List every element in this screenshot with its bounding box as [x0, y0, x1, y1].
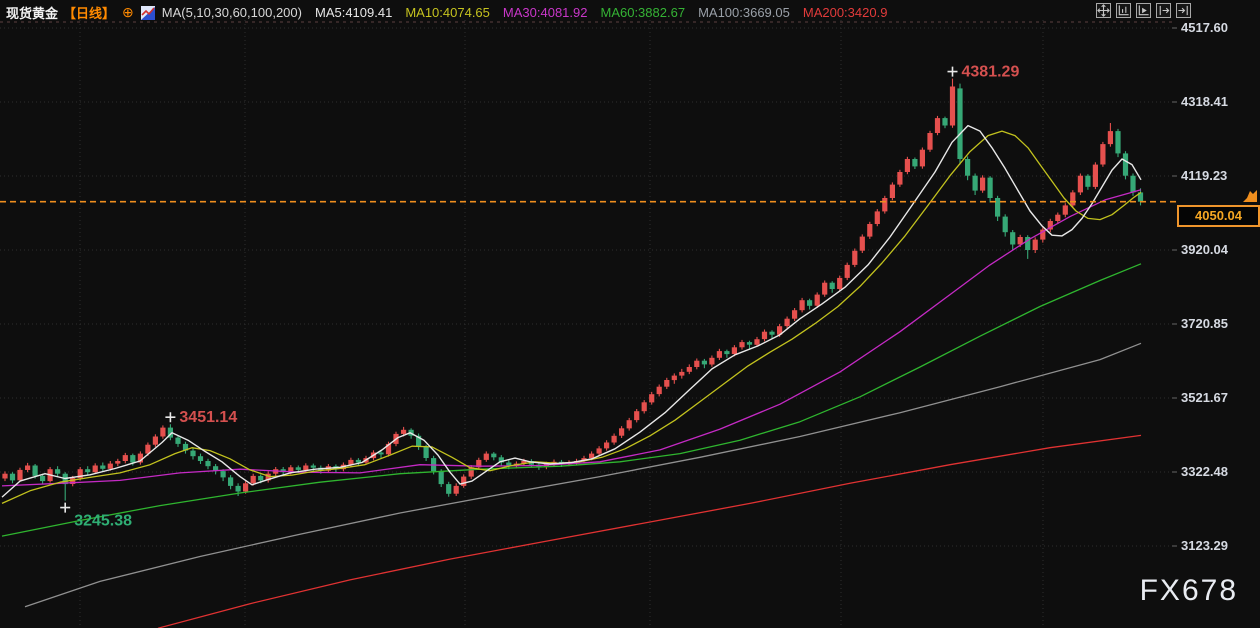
extreme-price-annotation: 3451.14: [179, 409, 237, 426]
ma100-value-label: MA100:3669.05: [698, 5, 790, 20]
y-axis-label: 3720.85: [1181, 316, 1228, 331]
extreme-cross-marker: [947, 66, 958, 77]
last-price-label: 4050.04: [1177, 205, 1260, 227]
ma60-value-label: MA60:3882.67: [600, 5, 686, 20]
axis-scale-icon[interactable]: [1116, 3, 1131, 18]
y-axis-label: 3123.29: [1181, 538, 1228, 553]
watermark: FX678: [1139, 574, 1238, 607]
mini-chart-icon[interactable]: [140, 5, 155, 20]
ma-settings-label[interactable]: MA(5,10,30,60,100,200): [161, 5, 302, 20]
y-axis-label: 3521.67: [1181, 390, 1228, 405]
chart-toolbar: [1096, 3, 1191, 18]
y-axis-label: 4119.23: [1181, 168, 1228, 183]
y-axis-label: 4517.60: [1181, 20, 1228, 35]
add-indicator-icon[interactable]: ⊕: [122, 4, 134, 20]
timeframe-label[interactable]: 【日线】: [63, 6, 116, 21]
y-axis-label: 3322.48: [1181, 464, 1228, 479]
chart-header: 现货黄金 【日线】 ⊕ MA(5,10,30,60,100,200) MA5:4…: [6, 3, 887, 22]
extreme-price-annotation: 3245.38: [74, 513, 132, 530]
collapse-icon[interactable]: [1176, 3, 1191, 18]
ma5-value-label: MA5:4109.41: [314, 5, 393, 20]
y-axis-label: 3920.04: [1181, 242, 1228, 257]
ma10-value-label: MA10:4074.65: [405, 5, 490, 20]
instrument-title: 现货黄金: [6, 6, 59, 21]
exit-icon[interactable]: [1156, 3, 1171, 18]
price-arrow-icon: [1242, 189, 1258, 208]
extreme-cross-marker: [60, 502, 71, 513]
axis-play-icon[interactable]: [1136, 3, 1151, 18]
y-axis-label: 4318.41: [1181, 94, 1228, 109]
extreme-cross-marker: [165, 412, 176, 423]
crosshair-icon[interactable]: [1096, 3, 1111, 18]
ma200-value-label: MA200:3420.9: [802, 5, 888, 20]
extreme-price-annotation: 4381.29: [962, 64, 1020, 81]
ma30-value-label: MA30:4081.92: [502, 5, 588, 20]
